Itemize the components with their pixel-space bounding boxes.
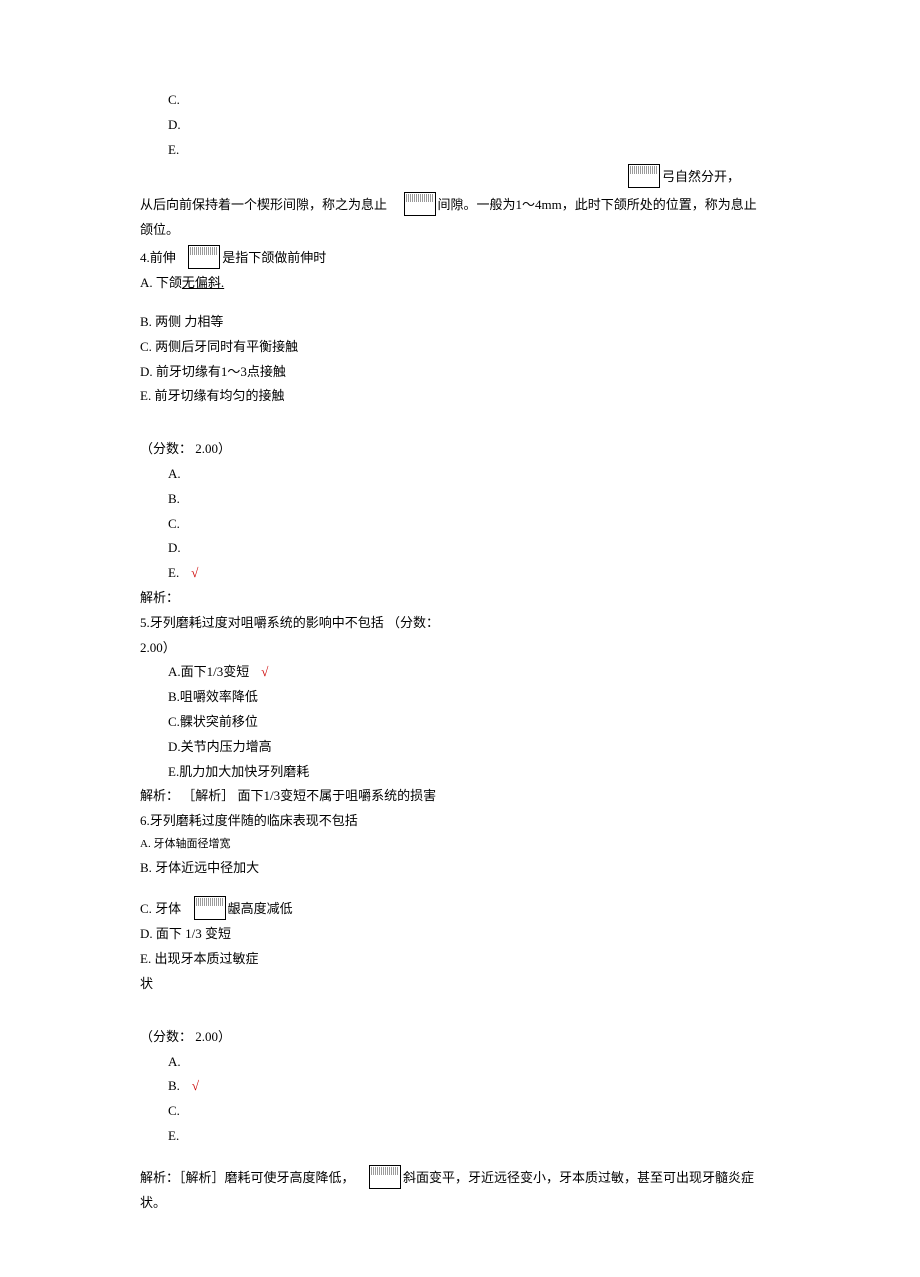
placeholder-icon xyxy=(188,245,220,269)
q6-opt-e2: 状 xyxy=(140,974,780,995)
q5-opt-b: B.咀嚼效率降低 xyxy=(140,687,780,708)
q4-opt-b: B. 两侧 力相等 xyxy=(140,312,780,333)
ans-b: B. xyxy=(140,489,780,510)
ans-d: D. xyxy=(140,538,780,559)
q4-opt-a: A. 下颌无偏斜. xyxy=(140,273,780,294)
q4-stem: 4.前伸 是指下颌做前伸时 xyxy=(140,245,780,269)
q6-opt-a: A. 牙体轴面径增宽 xyxy=(140,836,780,854)
check-icon: √ xyxy=(192,1078,199,1093)
ans2-e: E. xyxy=(140,1126,780,1147)
ans-c: C. xyxy=(140,514,780,535)
q4-opt-c: C. 两侧后牙同时有平衡接触 xyxy=(140,337,780,358)
q4-opt-e: E. 前牙切缘有均匀的接触 xyxy=(140,386,780,407)
ans2-c: C. xyxy=(140,1101,780,1122)
q6-opt-b: B. 牙体近远中径加大 xyxy=(140,858,780,879)
opt-e: E. xyxy=(140,140,780,161)
q5-opt-d: D.关节内压力增高 xyxy=(140,737,780,758)
q4-opt-d: D. 前牙切缘有1～3点接触 xyxy=(140,362,780,383)
score: （分数： 2.00） xyxy=(140,439,780,460)
q5-analysis: 解析： ［解析］ 面下1/3变短不属于咀嚼系统的损害 xyxy=(140,786,780,807)
q6-opt-c: C. 牙体 龈高度减低 xyxy=(140,896,780,920)
q6-analysis-2: 状。 xyxy=(140,1193,780,1214)
q5-opt-e: E.肌力加大加快牙列磨耗 xyxy=(140,762,780,783)
check-icon: √ xyxy=(191,565,198,580)
ans-e: E.√ xyxy=(140,563,780,584)
line-rest-gap: 从后向前保持着一个楔形间隙，称之为息止 间隙。一般为1～4mm，此时下颌所处的位… xyxy=(140,192,780,216)
ans2-a: A. xyxy=(140,1052,780,1073)
q6-analysis: 解析：［解析］磨耗可使牙高度降低， 斜面变平，牙近远径变小，牙本质过敏，甚至可出… xyxy=(140,1165,780,1189)
q6-opt-d: D. 面下 1/3 变短 xyxy=(140,924,780,945)
line-rest-pos: 颌位。 xyxy=(140,220,780,241)
q5-stem-2: 2.00） xyxy=(140,638,780,659)
check-icon: √ xyxy=(261,664,268,679)
ans2-b: B.√ xyxy=(140,1076,780,1097)
analysis-label: 解析： xyxy=(140,588,780,609)
opt-d: D. xyxy=(140,115,780,136)
q6-opt-e1: E. 出现牙本质过敏症 xyxy=(140,949,780,970)
q6-stem: 6.牙列磨耗过度伴随的临床表现不包括 xyxy=(140,811,780,832)
line-arch-open: 弓自然分开， xyxy=(140,164,780,188)
score-2: （分数： 2.00） xyxy=(140,1027,780,1048)
q5-stem-1: 5.牙列磨耗过度对咀嚼系统的影响中不包括 （分数： xyxy=(140,613,780,634)
placeholder-icon xyxy=(369,1165,401,1189)
q5-opt-c: C.髁状突前移位 xyxy=(140,712,780,733)
placeholder-icon xyxy=(404,192,436,216)
q5-opt-a: A.面下1/3变短√ xyxy=(140,662,780,683)
placeholder-icon xyxy=(194,896,226,920)
ans-a: A. xyxy=(140,464,780,485)
placeholder-icon xyxy=(628,164,660,188)
opt-c: C. xyxy=(140,90,780,111)
